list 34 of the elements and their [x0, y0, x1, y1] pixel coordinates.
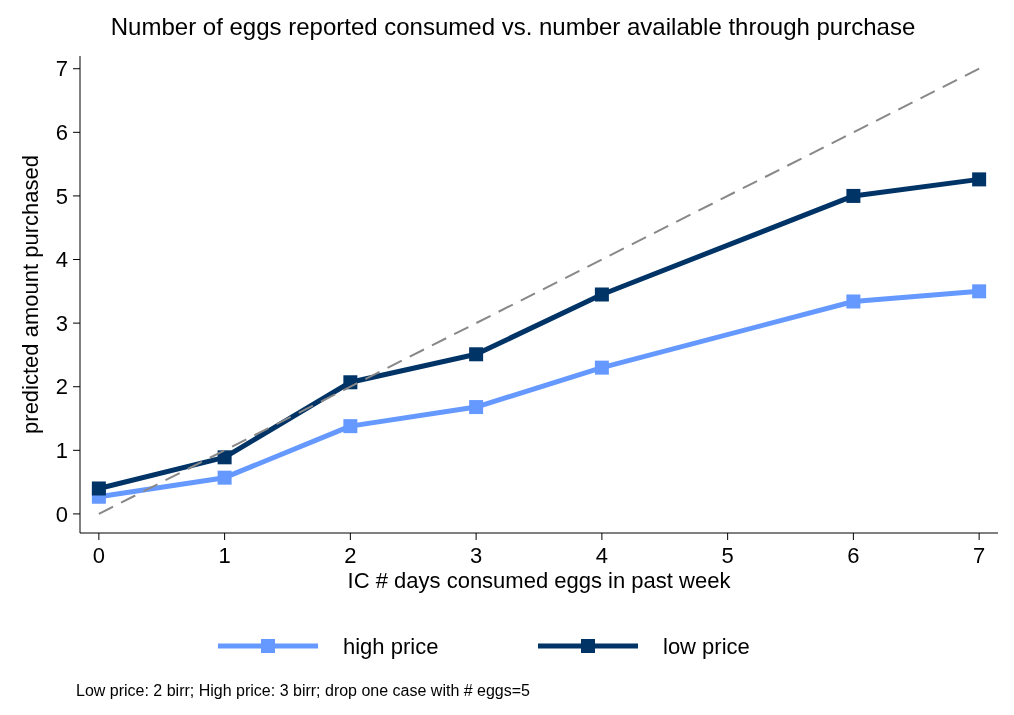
text: Low price: 2 birr; High price: 3 birr; drop one case with # eggs=5 [76, 682, 531, 699]
y-axis-title: predicted amount purchased [18, 155, 43, 434]
point [469, 347, 484, 362]
point [972, 172, 987, 187]
x-tick-label: 5 [721, 543, 734, 568]
x-tick-label: 4 [595, 543, 608, 568]
y-tick-label: 5 [55, 183, 68, 209]
point [594, 287, 609, 302]
x-axis-title: IC # days consumed eggs in past week [347, 568, 732, 593]
y-tick-label: 3 [55, 310, 68, 336]
x-tick-label: 6 [847, 543, 860, 568]
point [217, 470, 232, 485]
y-tick-label: 7 [55, 56, 68, 82]
y-tick-label: 0 [55, 501, 68, 527]
y-tick-label: 2 [55, 374, 68, 400]
x-tick-label: 0 [92, 543, 105, 568]
legend-label: high price [343, 633, 439, 659]
point [846, 188, 861, 203]
point [343, 419, 358, 434]
y-tick-label: 6 [55, 120, 68, 146]
point [469, 400, 484, 415]
legend-label: low price [663, 633, 750, 659]
y-tick-label: 1 [55, 438, 68, 464]
y-tick-label: 4 [55, 247, 68, 273]
x-tick-label: 7 [973, 543, 986, 568]
x-tick-label: 3 [470, 543, 483, 568]
point [972, 284, 987, 299]
x-tick-label: 2 [344, 543, 357, 568]
point [594, 360, 609, 375]
chart-title: Number of eggs reported consumed vs. number available through purchase [110, 13, 916, 40]
point [217, 450, 232, 465]
x-tick-label: 1 [218, 543, 231, 568]
point [91, 481, 106, 496]
point [846, 294, 861, 309]
